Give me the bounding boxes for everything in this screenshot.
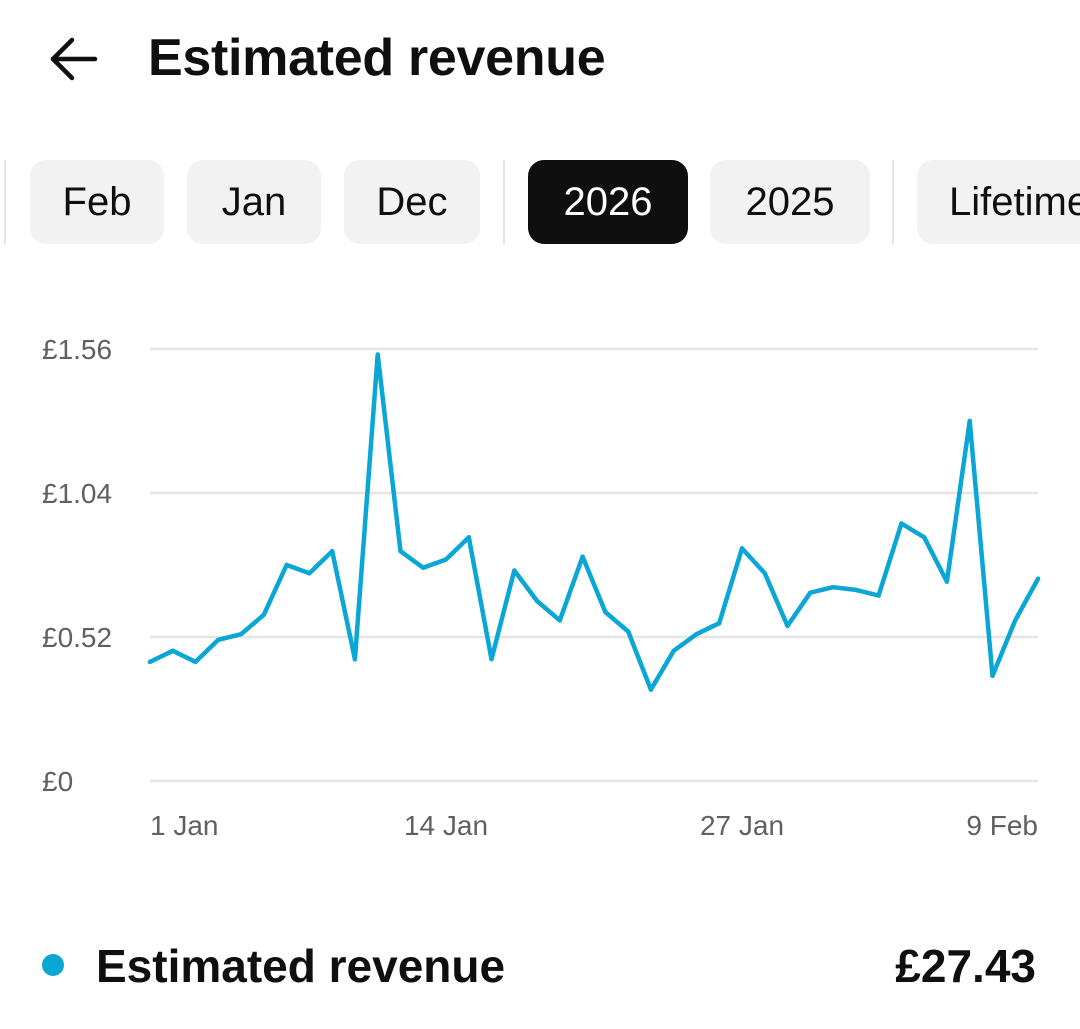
filter-chip-feb[interactable]: Feb <box>30 160 164 244</box>
data-point <box>944 579 950 584</box>
data-point <box>170 648 175 654</box>
data-point <box>648 687 654 692</box>
data-point <box>193 659 198 665</box>
data-point <box>967 418 972 424</box>
data-point <box>398 548 403 554</box>
data-point <box>261 612 267 618</box>
period-filter-bar: Feb Jan Dec 2026 2025 Lifetime <box>0 160 1080 246</box>
data-point <box>1013 618 1018 623</box>
data-point <box>534 598 540 604</box>
chip-divider <box>4 160 6 244</box>
data-point <box>1035 576 1041 582</box>
x-tick-label: 1 Jan <box>150 810 219 841</box>
filter-chip-2026[interactable]: 2026 <box>528 160 688 244</box>
data-point <box>557 618 563 623</box>
revenue-series-line <box>147 352 1041 692</box>
data-point <box>717 620 722 626</box>
legend-label: Estimated revenue <box>96 940 506 992</box>
chip-divider <box>503 160 505 244</box>
data-point <box>443 557 449 562</box>
filter-chip-dec[interactable]: Dec <box>344 160 480 244</box>
filter-chip-jan[interactable]: Jan <box>187 160 321 244</box>
data-point <box>990 673 995 678</box>
data-point <box>512 568 517 573</box>
total-revenue-value: £27.43 <box>895 940 1036 992</box>
filter-chip-2025[interactable]: 2025 <box>710 160 870 244</box>
data-point <box>352 656 358 662</box>
legend-dot-icon <box>42 954 64 976</box>
app-header: Estimated revenue <box>0 0 1080 120</box>
data-point <box>785 623 790 629</box>
data-point <box>625 629 631 634</box>
revenue-chart: £0 £0.52 £1.04 £1.56 1 Jan 14 Jan 27 Jan 9 Feb <box>0 300 1080 860</box>
data-point <box>284 562 289 568</box>
chip-divider <box>892 160 894 244</box>
data-point <box>147 659 153 665</box>
revenue-line-chart: £0 £0.52 £1.04 £1.56 1 Jan 14 Jan 27 Jan 9 Feb <box>42 334 1041 841</box>
data-point <box>694 632 699 637</box>
data-point <box>216 637 221 642</box>
back-button[interactable] <box>40 26 106 92</box>
data-point <box>238 632 244 637</box>
arrow-left-icon <box>50 37 98 81</box>
page-title: Estimated revenue <box>148 29 606 87</box>
y-tick-label: £1.56 <box>42 334 112 365</box>
data-point <box>307 571 312 576</box>
y-tick-label: £0 <box>42 766 73 797</box>
x-tick-label: 27 Jan <box>700 810 784 841</box>
data-point <box>671 648 676 654</box>
data-point <box>762 571 767 576</box>
data-point <box>739 546 745 551</box>
data-point <box>899 521 904 526</box>
data-point <box>853 587 859 593</box>
data-point <box>466 535 471 540</box>
data-point <box>603 609 608 615</box>
data-point <box>329 548 335 554</box>
data-point <box>375 352 380 357</box>
x-tick-label: 14 Jan <box>404 810 488 841</box>
data-point <box>921 535 927 540</box>
filter-chip-lifetime[interactable]: Lifetime <box>917 160 1080 244</box>
y-tick-label: £1.04 <box>42 478 112 509</box>
legend-row: Estimated revenue £27.43 <box>0 920 1080 1010</box>
y-tick-label: £0.52 <box>42 622 112 653</box>
x-tick-label: 9 Feb <box>966 810 1038 841</box>
data-point <box>580 554 585 559</box>
data-point <box>808 590 813 595</box>
data-point <box>421 565 426 570</box>
data-point <box>876 593 881 598</box>
data-point <box>489 656 494 662</box>
data-point <box>830 584 836 590</box>
